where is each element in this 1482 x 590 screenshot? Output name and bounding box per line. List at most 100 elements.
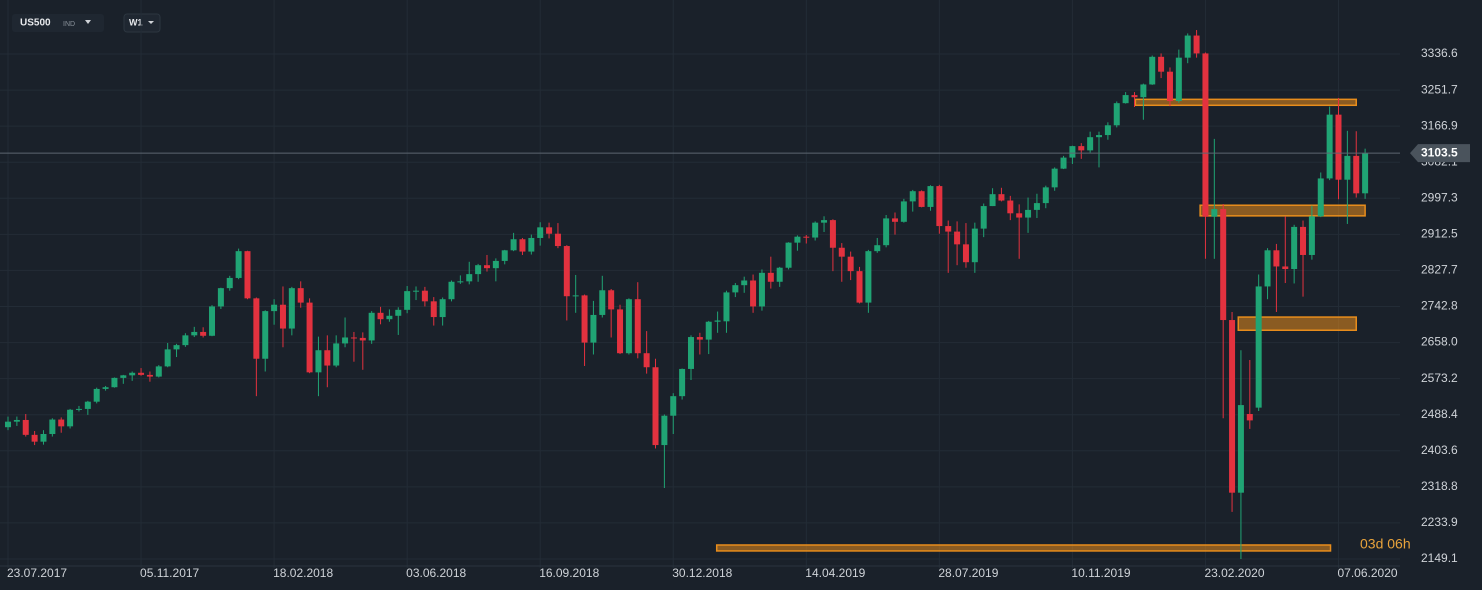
candle-body [1131,95,1138,98]
candle-body [1362,153,1369,194]
candle-body [696,337,703,340]
candle-body [599,290,606,315]
candle-body [980,206,987,229]
symbol-chip[interactable] [12,14,104,32]
candle-body [244,251,251,299]
candle-body [1051,168,1058,188]
candle-body [652,367,659,446]
candle-body [350,337,357,339]
candle-body [279,304,286,329]
candle-body [758,272,765,307]
candle-body [1007,200,1014,214]
candle-body [75,408,82,410]
candle-body [856,271,863,303]
zone [1134,98,1357,107]
candle-body [111,377,118,388]
candle-body [102,387,109,389]
candle-body [306,302,313,373]
candle-body [962,244,969,263]
candle-body [13,419,20,422]
candle-body [918,191,925,207]
candle-body [679,368,686,397]
candle-body [892,218,898,222]
candle-body [217,288,224,307]
candle-body [1237,405,1244,493]
candle-body [253,298,260,359]
candle-body [129,372,136,376]
candle-body [661,415,668,446]
candle-body [1317,178,1324,217]
y-tick-label: 3251.7 [1421,82,1458,96]
x-tick-label: 03.06.2018 [406,566,466,580]
candle-body [31,434,38,442]
plot [0,0,1400,568]
candle-body [537,227,544,238]
candle-body [634,299,641,354]
candle-body [1220,209,1227,321]
y-tick-label: 3336.6 [1421,46,1458,60]
y-tick-label: 2233.9 [1421,515,1458,529]
y-tick-label: 2997.3 [1421,190,1458,204]
candle-body [723,292,730,322]
candle-body [608,290,615,310]
x-tick-label: 23.02.2020 [1204,566,1264,580]
candle-body [22,419,29,435]
x-tick-label: 05.11.2017 [140,566,199,580]
market: IND [63,21,75,28]
candle-body [1033,203,1040,210]
candle-body [1069,146,1076,158]
candle-body [1291,226,1298,270]
symbol: US500 [20,18,51,29]
candle-body [732,285,739,293]
candle-body [288,288,295,329]
candle-body [67,409,74,427]
candle-body [182,335,189,346]
candle-body [1025,209,1032,218]
candle-body [883,218,890,246]
x-tick-label: 07.06.2020 [1338,566,1398,580]
candle-body [554,233,561,247]
candle-body [865,251,872,303]
candle-body [1087,137,1094,151]
candle-body [155,366,162,377]
candle-body [235,251,242,278]
candle-body [705,321,712,340]
candle-body [581,295,588,343]
candle-body [120,375,127,378]
dropdown-arrow [85,20,91,24]
candle-body [643,353,650,368]
candle-body [262,311,269,359]
y-tick-label: 2827.7 [1421,263,1458,277]
candle-body [1353,155,1360,194]
candle-body [1264,250,1271,287]
candle-body [200,331,207,336]
candle-body [209,306,216,336]
timeframe-chip[interactable] [123,13,161,33]
candle-body [1193,35,1200,54]
price-tag [1410,144,1470,163]
x-tick-label: 30.12.2018 [672,566,732,580]
candle-body [785,242,792,268]
candle-body [1184,35,1191,58]
candle-body [333,343,340,366]
candle-body [989,194,996,207]
y-tick-label: 3166.9 [1421,118,1458,132]
candle-body [1211,209,1218,217]
x-tick-label: 10.11.2019 [1071,566,1130,580]
candle-body [386,315,393,320]
candle-body [58,419,65,427]
last-price-label: 3103.5 [1421,145,1458,159]
candle-body [563,246,570,297]
candle-body [900,201,907,222]
candle-body [1149,56,1156,85]
candle-body [49,419,56,435]
candle-body [812,222,819,238]
candle-body [1229,320,1236,493]
candle-body [528,237,535,252]
y-tick-label: 2149.1 [1421,551,1458,565]
candle-body [1326,114,1333,179]
candle-body [927,186,934,207]
candle-body [776,267,783,282]
candle-body [466,274,473,282]
candle-body [519,239,526,252]
